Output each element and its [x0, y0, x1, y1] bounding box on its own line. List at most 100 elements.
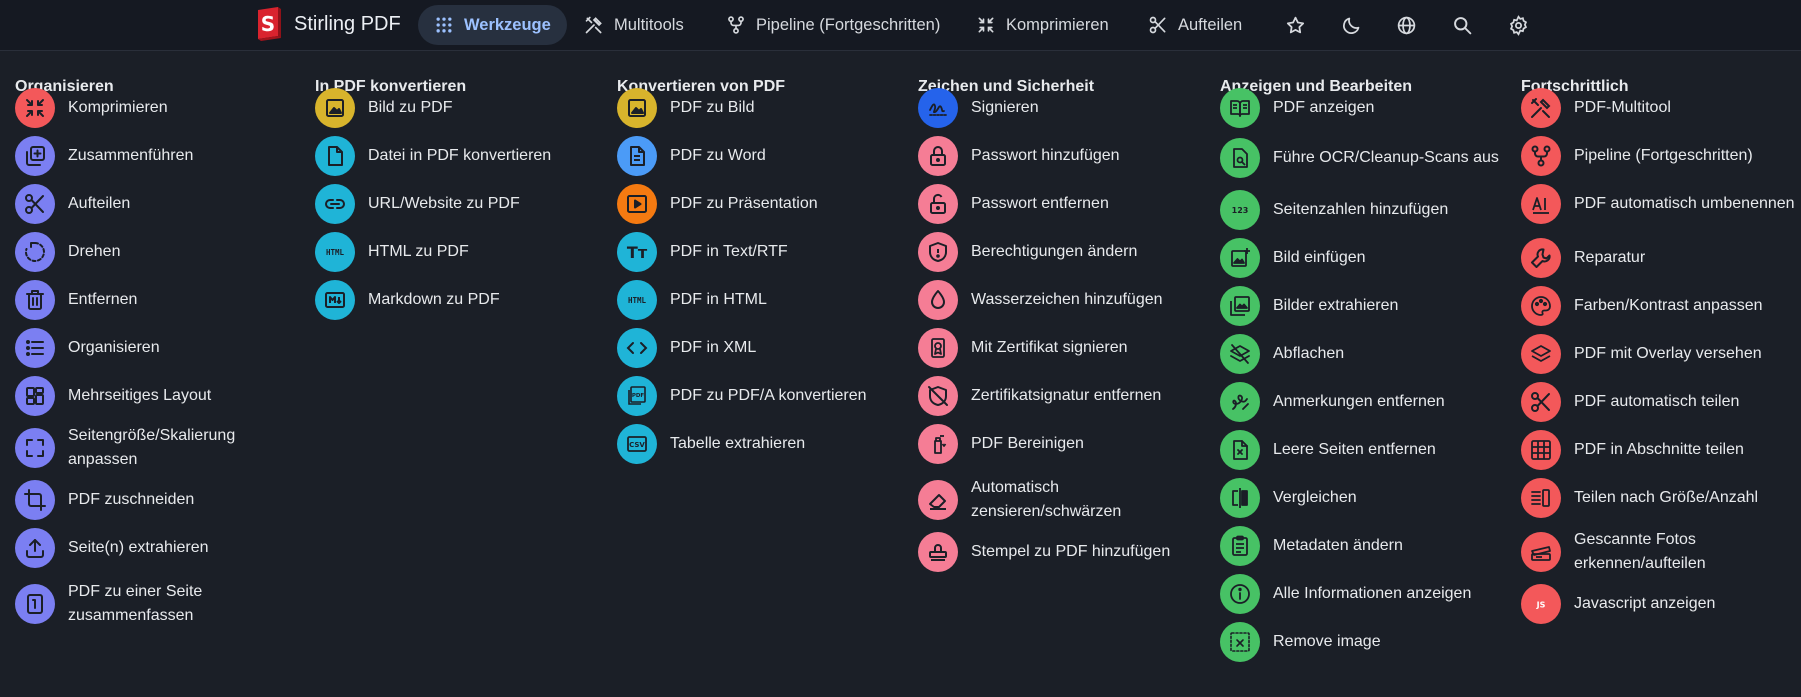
app-name: Stirling PDF [294, 12, 401, 35]
tool-item[interactable]: PDF zu Word [617, 136, 917, 176]
tool-item[interactable]: Entfernen [15, 280, 315, 320]
moon-icon [1342, 17, 1359, 34]
tool-item[interactable]: PDF zuschneiden [15, 480, 315, 520]
tool-item[interactable]: PDF zu Präsentation [617, 184, 917, 224]
tool-item[interactable]: PDF mit Overlay versehen [1521, 334, 1801, 374]
signature-icon [929, 103, 947, 116]
brand[interactable]: S Stirling PDF [254, 7, 401, 41]
tool-item[interactable]: Berechtigungen ändern [918, 232, 1218, 272]
tool-column: In PDF konvertieren Bild zu PDF Datei in P… [315, 78, 615, 320]
tool-label: Stempel zu PDF hinzufügen [971, 543, 1171, 560]
stamp-icon [929, 544, 947, 561]
tool-label: Datei in PDF konvertieren [368, 147, 552, 164]
tool-label: Seitenzahlen hinzufügen [1273, 201, 1449, 218]
tool-item[interactable]: PDF automatisch teilen [1521, 382, 1801, 422]
nav-komprimieren[interactable]: Komprimieren [960, 5, 1125, 45]
nav-multitools[interactable]: Multitools [568, 5, 700, 45]
tool-item[interactable]: PDF in Abschnitte teilen [1521, 430, 1801, 470]
tool-item[interactable]: HTML HTML zu PDF [315, 232, 615, 272]
tool-label: Bilder extrahieren [1273, 297, 1399, 314]
image-icon [628, 99, 646, 117]
tool-item[interactable]: PDF automatisch umbenennen [1521, 184, 1801, 224]
tool-item[interactable]: PDF Bereinigen [918, 424, 1218, 464]
tool-icon-badge [15, 136, 55, 176]
tool-item[interactable]: 123 Seitenzahlen hinzufügen [1220, 190, 1520, 230]
unlock-icon [930, 193, 946, 214]
certificate-icon [931, 338, 945, 358]
images-icon [1230, 296, 1250, 316]
tool-item[interactable]: HTML PDF in HTML [617, 280, 917, 320]
tool-icon-badge [15, 480, 55, 520]
eraser-icon [929, 494, 946, 510]
tool-label: PDF automatisch teilen [1574, 393, 1740, 410]
tool-item[interactable]: Remove image [1220, 622, 1520, 662]
nav-pipeline[interactable]: Pipeline (Fortgeschritten) [710, 5, 956, 45]
tool-item[interactable]: Seitengröße/Skalierung anpassen [15, 424, 315, 472]
tool-item[interactable]: Mit Zertifikat signieren [918, 328, 1218, 368]
tool-item[interactable]: PDF in XML [617, 328, 917, 368]
tool-icon-badge [1220, 478, 1260, 518]
tool-item[interactable]: URL/Website zu PDF [315, 184, 615, 224]
tool-item[interactable]: Tт PDF in Text/RTF [617, 232, 917, 272]
tool-item[interactable]: Leere Seiten entfernen [1220, 430, 1520, 470]
tool-item[interactable]: Aufteilen [15, 184, 315, 224]
tool-item[interactable]: Markdown zu PDF [315, 280, 615, 320]
tool-label: PDF zu einer Seite zusammenfassen [68, 583, 203, 624]
tool-item[interactable]: Datei in PDF konvertieren [315, 136, 615, 176]
tool-item[interactable]: Drehen [15, 232, 315, 272]
tool-icon-badge [1220, 238, 1260, 278]
tool-label: Entfernen [68, 291, 138, 308]
tool-item[interactable]: Abflachen [1220, 334, 1520, 374]
tool-item[interactable]: Organisieren [15, 328, 315, 368]
tool-item[interactable]: Alle Informationen anzeigen [1220, 574, 1520, 614]
tool-item[interactable]: PDF zu einer Seite zusammenfassen [15, 580, 315, 628]
tool-item[interactable]: PDF-Multitool [1521, 88, 1801, 128]
tool-item[interactable]: Signieren [918, 88, 1218, 128]
tool-item[interactable]: Automatisch zensieren/schwärzen [918, 476, 1218, 524]
tool-item[interactable]: Vergleichen [1220, 478, 1520, 518]
search-button[interactable] [1448, 11, 1476, 39]
tool-item[interactable]: Passwort hinzufügen [918, 136, 1218, 176]
settings-button[interactable] [1504, 11, 1532, 39]
tool-item[interactable]: Farben/Kontrast anpassen [1521, 286, 1801, 326]
tool-item[interactable]: Zertifikatsignatur entfernen [918, 376, 1218, 416]
tool-item[interactable]: Mehrseitiges Layout [15, 376, 315, 416]
tool-icon-badge [918, 376, 958, 416]
tool-icon-badge [918, 88, 958, 128]
nav-aufteilen[interactable]: Aufteilen [1132, 5, 1258, 45]
tool-item[interactable]: Führe OCR/Cleanup-Scans aus [1220, 138, 1520, 178]
nav-werkzeuge[interactable]: Werkzeuge [418, 5, 567, 45]
tool-icon-badge [1220, 88, 1260, 128]
tool-item[interactable]: Bild zu PDF [315, 88, 615, 128]
favorites-button[interactable] [1281, 11, 1309, 39]
tool-item[interactable]: PDF zu Bild [617, 88, 917, 128]
tool-item[interactable]: Anmerkungen entfernen [1220, 382, 1520, 422]
tool-icon-badge: HTML [315, 232, 355, 272]
tool-item[interactable]: Bilder extrahieren [1220, 286, 1520, 326]
tool-item[interactable]: PDF anzeigen [1220, 88, 1520, 128]
tool-item[interactable]: Komprimieren [15, 88, 315, 128]
split-size-icon [1531, 489, 1550, 507]
tool-item[interactable]: CSV Tabelle extrahieren [617, 424, 917, 464]
layers-off-icon [1230, 344, 1250, 364]
tool-item[interactable]: Seite(n) extrahieren [15, 528, 315, 568]
tool-item[interactable]: Metadaten ändern [1220, 526, 1520, 566]
tool-item[interactable]: Pipeline (Fortgeschritten) [1521, 136, 1801, 176]
theme-toggle-button[interactable] [1337, 11, 1365, 39]
language-button[interactable] [1392, 11, 1420, 39]
tool-item[interactable]: Stempel zu PDF hinzufügen [918, 532, 1218, 572]
tool-icon-badge [1220, 286, 1260, 326]
tool-item[interactable]: JS Javascript anzeigen [1521, 584, 1801, 624]
tool-item[interactable]: Wasserzeichen hinzufügen [918, 280, 1218, 320]
tool-item[interactable]: Gescannte Fotos erkennen/aufteilen [1521, 528, 1801, 576]
tool-column: Zeichen und Sicherheit Signieren Passwort … [918, 78, 1218, 572]
tool-item[interactable]: Zusammenführen [15, 136, 315, 176]
tool-item[interactable]: Passwort entfernen [918, 184, 1218, 224]
tool-item[interactable]: PDF PDF zu PDF/A konvertieren [617, 376, 917, 416]
tool-item[interactable]: Reparatur [1521, 238, 1801, 278]
tool-icon-badge [1521, 430, 1561, 470]
tool-item[interactable]: Bild einfügen [1220, 238, 1520, 278]
tool-item[interactable]: Teilen nach Größe/Anzahl [1521, 478, 1801, 518]
tool-label: Zertifikatsignatur entfernen [971, 387, 1162, 404]
tool-icon-badge [1220, 382, 1260, 422]
